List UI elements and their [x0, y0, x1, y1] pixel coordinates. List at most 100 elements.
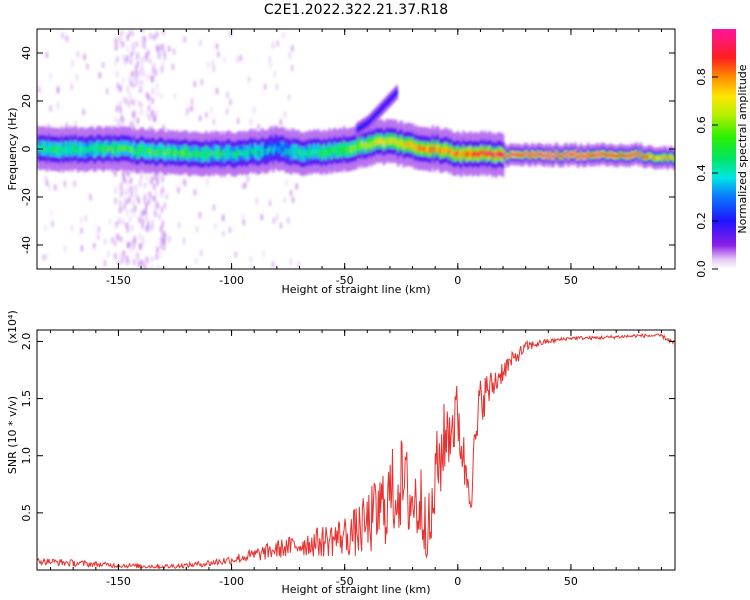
heatmap-speckle	[155, 31, 159, 38]
heatmap-cell	[279, 145, 282, 152]
heatmap-cell	[111, 147, 114, 154]
heatmap-speckle	[206, 179, 209, 186]
heatmap-speckle	[291, 197, 295, 204]
heatmap-cell	[304, 149, 308, 156]
heatmap-speckle	[205, 111, 208, 118]
heatmap-cell	[536, 152, 539, 156]
heatmap-speckle	[51, 220, 54, 227]
heatmap-speckle	[80, 245, 84, 252]
heatmap-speckle	[121, 255, 125, 262]
heatmap-cell	[185, 148, 188, 155]
heatmap-speckle	[247, 76, 251, 83]
heatmap-speckle	[119, 251, 123, 258]
heatmap-speckle	[103, 238, 107, 245]
heatmap-cell	[89, 145, 92, 152]
heatmap-cell	[299, 150, 302, 157]
heatmap-speckle	[155, 83, 159, 90]
heatmap-cell	[614, 154, 617, 158]
snr-y-multiplier: (x10⁴)	[6, 310, 19, 344]
heatmap-cell	[661, 157, 664, 161]
heatmap-speckle	[84, 215, 88, 222]
heatmap-cell	[359, 123, 362, 132]
heatmap-speckle	[49, 105, 52, 112]
heatmap-cell	[480, 148, 483, 155]
heatmap-speckle	[257, 123, 260, 130]
heatmap-cell	[379, 106, 382, 114]
heatmap-cell	[245, 150, 248, 157]
heatmap-speckle	[212, 65, 215, 72]
heatmap-cell	[467, 150, 470, 157]
heatmap-cell	[543, 154, 546, 158]
heatmap-speckle	[65, 35, 69, 42]
heatmap-cell	[203, 151, 206, 158]
heatmap-speckle	[165, 193, 169, 200]
heatmap-cell	[161, 147, 165, 154]
heatmap-cell	[596, 152, 599, 156]
heatmap-speckle	[200, 79, 204, 86]
heatmap-speckle	[118, 184, 122, 191]
heatmap-cell	[313, 147, 317, 154]
heatmap-cell	[40, 144, 43, 151]
x-tick-label: 0	[454, 274, 461, 287]
heatmap-cell	[579, 152, 583, 156]
heatmap-speckle	[147, 221, 150, 228]
heatmap-speckle	[147, 104, 151, 111]
heatmap-speckle	[273, 71, 276, 78]
heatmap-cell	[174, 150, 177, 157]
heatmap-speckle	[177, 186, 180, 193]
heatmap-speckle	[134, 65, 138, 72]
heatmap-cell	[547, 154, 550, 158]
heatmap-speckle	[108, 219, 112, 226]
heatmap-cell	[415, 143, 418, 150]
heatmap-cell	[64, 145, 67, 152]
heatmap-cell	[451, 150, 454, 157]
heatmap-cell	[527, 153, 530, 157]
heatmap-speckle	[121, 29, 125, 36]
heatmap-speckle	[133, 211, 136, 218]
heatmap-cell	[594, 154, 597, 158]
heatmap-speckle	[140, 260, 143, 267]
heatmap-cell	[310, 150, 313, 157]
heatmap-cell	[335, 148, 338, 155]
heatmap-speckle	[207, 62, 210, 69]
heatmap-speckle	[194, 257, 198, 264]
heatmap-speckle	[141, 239, 145, 246]
heatmap-speckle	[141, 236, 145, 243]
heatmap-speckle	[44, 224, 47, 231]
heatmap-speckle	[148, 178, 152, 185]
heatmap-speckle	[42, 254, 46, 261]
heatmap-cell	[381, 104, 384, 112]
heatmap-cell	[382, 140, 385, 147]
heatmap-cell	[496, 150, 499, 157]
heatmap-cell	[225, 149, 228, 156]
heatmap-cell	[332, 147, 335, 154]
heatmap-cell	[303, 151, 306, 158]
heatmap-cell	[360, 140, 364, 147]
heatmap-speckle	[127, 170, 130, 177]
heatmap-speckle	[127, 101, 130, 108]
heatmap-speckle	[163, 233, 167, 240]
heatmap-cell	[75, 144, 78, 151]
heatmap-cell	[455, 151, 458, 158]
heatmap-cell	[196, 150, 199, 157]
heatmap-speckle	[126, 34, 130, 41]
heatmap-speckle	[121, 41, 125, 48]
heatmap-cell	[326, 149, 329, 156]
heatmap-cell	[145, 148, 148, 155]
heatmap-cell	[365, 120, 368, 128]
heatmap-speckle	[38, 86, 41, 93]
heatmap-cell	[603, 152, 606, 156]
heatmap-speckle	[138, 180, 142, 187]
heatmap-speckle	[153, 115, 157, 122]
heatmap-speckle	[199, 39, 202, 46]
heatmap-speckle	[129, 177, 133, 184]
heatmap-cell	[67, 147, 70, 154]
heatmap-cell	[390, 94, 393, 102]
heatmap-speckle	[135, 75, 138, 82]
heatmap-speckle	[129, 98, 133, 105]
heatmap-speckle	[135, 80, 138, 87]
heatmap-speckle	[151, 194, 154, 201]
heatmap-speckle	[118, 218, 121, 225]
heatmap-cell	[531, 152, 534, 156]
heatmap-speckle	[286, 217, 290, 224]
